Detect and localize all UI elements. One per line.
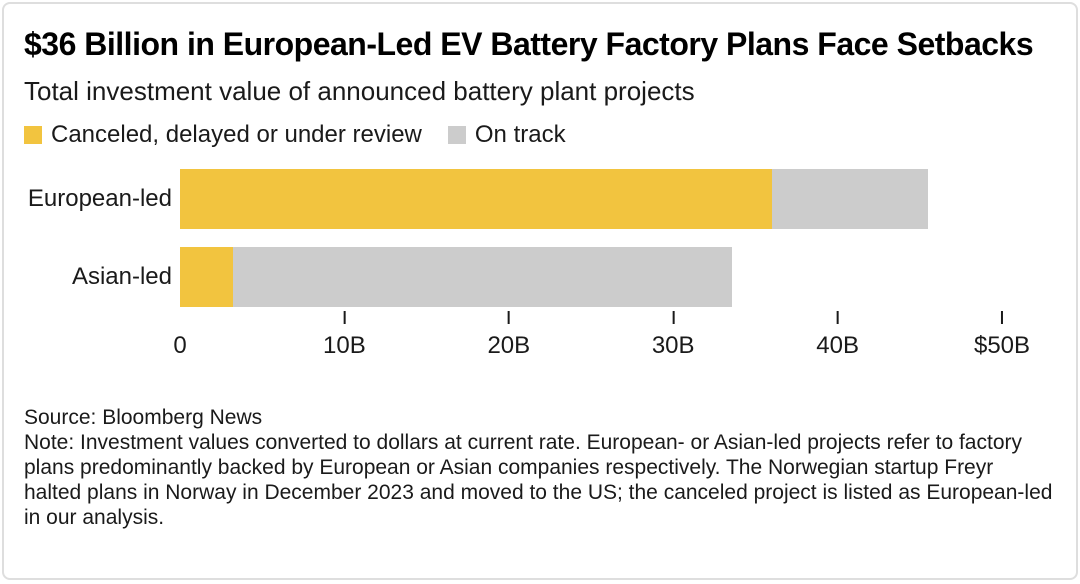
tick-label: 20B: [487, 332, 531, 359]
tick-mark: [836, 311, 839, 324]
legend-label: On track: [474, 121, 566, 148]
category-label-asian-led: Asian-led: [71, 263, 172, 290]
footer: Source: Bloomberg News Note: Investment …: [24, 405, 1056, 530]
tick-label: 0: [173, 332, 187, 359]
chart-row-asian-led: Asian-led: [24, 247, 1002, 307]
chart-row-european-led: European-led: [24, 169, 1002, 229]
tick-label: 30B: [651, 332, 695, 359]
x-axis-tick-0: 0: [173, 311, 186, 360]
legend-label: Canceled, delayed or under review: [51, 121, 422, 148]
tick-label: $50B: [973, 332, 1031, 359]
tick-mark: [507, 311, 510, 324]
bar-segment-asian-led-canceled-delayed-or-under-review: [180, 247, 233, 307]
source-text: Source: Bloomberg News: [24, 406, 263, 429]
bar-track-asian-led: [180, 247, 1002, 307]
bar-track-european-led: [180, 169, 1002, 229]
x-axis-tick-40b: 40B: [816, 311, 859, 360]
chart-title: $36 Billion in European-Led EV Battery F…: [24, 26, 1034, 62]
x-axis: 0 10B 20B 30B 40B $50B: [173, 311, 1030, 363]
stacked-bar-chart: European-led Asian-led 0 10B 20B 30B 40B $50B: [24, 169, 1056, 363]
bar-segment-european-led-canceled-delayed-or-under-review: [180, 169, 772, 229]
legend-item-on-track: On track: [447, 121, 566, 149]
chart-subtitle: Total investment value of announced batt…: [24, 76, 695, 106]
note-text: Note: Investment values converted to dol…: [24, 431, 1053, 529]
x-axis-tick-30b: 30B: [652, 311, 695, 360]
tick-mark: [672, 311, 675, 324]
legend-swatch-icon: [447, 126, 466, 144]
tick-mark: [1001, 311, 1003, 324]
tick-label: 40B: [816, 332, 859, 359]
bar-segment-asian-led-on-track: [232, 247, 733, 307]
legend: Canceled, delayed or under review On trac…: [24, 121, 1056, 149]
tick-mark: [343, 311, 346, 324]
x-axis-row: 0 10B 20B 30B 40B $50B: [24, 311, 1030, 363]
x-axis-tick-50b: $50B: [974, 311, 1030, 360]
tick-label: 10B: [323, 332, 366, 359]
x-axis-tick-20b: 20B: [487, 311, 530, 360]
bar-segment-european-led-on-track: [771, 169, 928, 229]
category-label-european-led: European-led: [27, 185, 172, 212]
x-axis-tick-10b: 10B: [323, 311, 366, 360]
legend-swatch-icon: [24, 126, 42, 144]
legend-item-canceled-delayed-or-under-review: Canceled, delayed or under review: [24, 121, 422, 149]
